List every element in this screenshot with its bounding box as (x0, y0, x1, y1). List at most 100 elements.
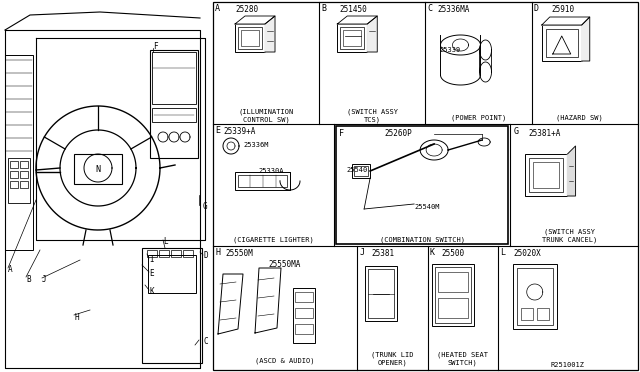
Text: F: F (153, 42, 157, 51)
Text: (POWER POINT): (POWER POINT) (451, 114, 506, 121)
Bar (159, 250, 169, 257)
Text: TCS): TCS) (364, 116, 381, 122)
Text: 25339: 25339 (440, 47, 461, 53)
Text: K: K (149, 286, 154, 295)
Text: (COMBINATION SWITCH): (COMBINATION SWITCH) (380, 236, 465, 243)
Bar (238, 175, 287, 187)
Bar (435, 267, 470, 323)
Bar (20, 171, 28, 178)
Text: L: L (163, 237, 168, 246)
Text: (TRUNK LID: (TRUNK LID (371, 352, 414, 359)
Bar (337, 24, 367, 52)
Bar (10, 161, 18, 168)
Bar (293, 288, 315, 343)
Polygon shape (36, 38, 205, 240)
Text: 25280: 25280 (235, 5, 258, 14)
Polygon shape (568, 146, 575, 196)
Text: 25381+A: 25381+A (529, 129, 561, 138)
Bar (152, 52, 196, 104)
Bar (10, 171, 18, 178)
Bar (438, 298, 468, 318)
Text: D: D (203, 251, 207, 260)
Text: F: F (339, 129, 344, 138)
Bar (521, 308, 532, 320)
Text: 25550MA: 25550MA (268, 260, 300, 269)
Text: 25550M: 25550M (225, 249, 253, 258)
Text: G: G (513, 127, 518, 136)
Bar (516, 268, 553, 325)
Bar (147, 250, 157, 257)
Bar (541, 25, 582, 61)
Text: C: C (428, 4, 433, 13)
Bar (352, 164, 370, 178)
Bar (150, 50, 198, 158)
Bar (336, 126, 509, 244)
Polygon shape (265, 16, 275, 52)
Text: 25330A: 25330A (258, 168, 284, 174)
Text: SWITCH): SWITCH) (448, 360, 477, 366)
Bar (20, 161, 28, 168)
Text: B: B (321, 4, 326, 13)
Text: TRUNK CANCEL): TRUNK CANCEL) (541, 236, 597, 243)
Text: 25381: 25381 (371, 249, 395, 258)
Text: 251450: 251450 (339, 5, 367, 14)
Text: 25020X: 25020X (514, 249, 541, 258)
Text: (ASCD & AUDIO): (ASCD & AUDIO) (255, 358, 315, 365)
Bar (295, 324, 313, 334)
Text: 25260P: 25260P (384, 129, 412, 138)
Text: L: L (500, 248, 505, 257)
Bar (183, 250, 193, 257)
Polygon shape (337, 16, 377, 24)
Text: D: D (534, 4, 539, 13)
Bar (5, 55, 33, 250)
Polygon shape (582, 17, 589, 61)
Text: E: E (149, 269, 154, 278)
Text: 25336M: 25336M (243, 142, 269, 148)
Text: J: J (360, 248, 365, 257)
Text: (ILLUMINATION: (ILLUMINATION (239, 108, 294, 115)
Bar (537, 308, 548, 320)
Text: H: H (74, 312, 79, 321)
Bar (241, 30, 259, 46)
Bar (235, 172, 290, 190)
Bar (238, 27, 262, 49)
Bar (152, 108, 196, 122)
Bar (142, 248, 202, 363)
Text: 25910: 25910 (552, 5, 575, 14)
Polygon shape (235, 16, 275, 24)
Text: R251001Z: R251001Z (551, 362, 585, 368)
Bar (295, 308, 313, 318)
Text: (HAZARD SW): (HAZARD SW) (557, 114, 604, 121)
Text: J: J (42, 275, 47, 283)
Bar (340, 27, 364, 49)
Text: (CIGARETTE LIGHTER): (CIGARETTE LIGHTER) (233, 236, 314, 243)
Text: 25500: 25500 (442, 249, 465, 258)
Text: 25339+A: 25339+A (223, 127, 255, 136)
Bar (529, 158, 563, 192)
Polygon shape (218, 274, 243, 334)
Text: E: E (215, 126, 220, 135)
Text: A: A (8, 264, 13, 273)
Bar (74, 154, 122, 184)
Text: N: N (95, 164, 100, 173)
Bar (365, 266, 397, 321)
Bar (431, 264, 474, 326)
Polygon shape (541, 17, 589, 25)
Bar (343, 30, 361, 46)
Polygon shape (367, 16, 377, 52)
Text: K: K (429, 248, 435, 257)
Bar (20, 181, 28, 188)
Text: A: A (215, 4, 220, 13)
Text: (HEATED SEAT: (HEATED SEAT (437, 352, 488, 359)
Bar (369, 269, 394, 318)
Text: 25540: 25540 (346, 167, 367, 173)
Text: H: H (215, 248, 220, 257)
Text: G: G (203, 202, 207, 211)
Text: 25336MA: 25336MA (438, 5, 470, 14)
Bar (235, 24, 265, 52)
Bar (148, 255, 196, 293)
Polygon shape (255, 268, 281, 333)
Text: 25540M: 25540M (414, 204, 440, 210)
Bar (295, 292, 313, 302)
Bar (525, 154, 568, 196)
